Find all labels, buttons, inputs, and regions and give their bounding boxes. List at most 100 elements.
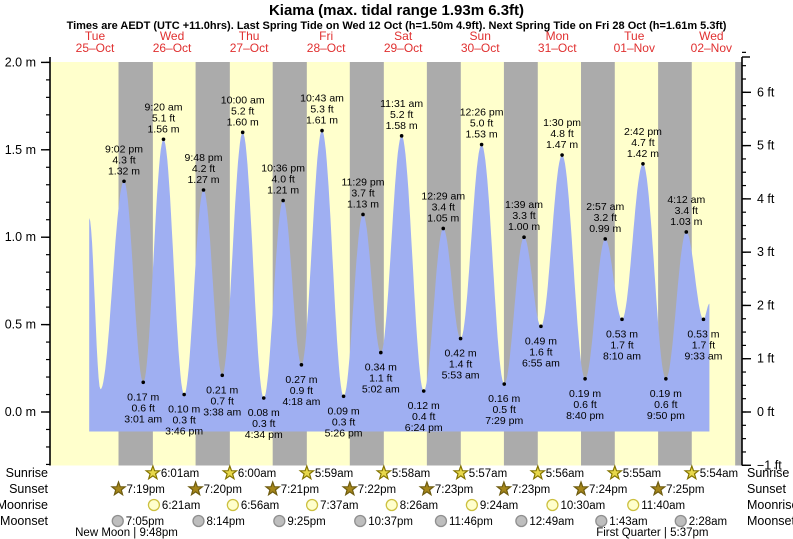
sunrise-icon	[144, 464, 162, 481]
tide-low-time-label: 4:34 pm	[245, 429, 283, 441]
moonrise-time-label: 6:56am	[241, 500, 279, 512]
tide-low-ft-label: 0.7 ft	[211, 395, 234, 407]
tide-low-dot	[182, 392, 186, 397]
moonset-icon	[515, 514, 528, 528]
tide-low-ft-label: 0.3 ft	[252, 418, 275, 430]
tide-high-m-label: 0.99 m	[589, 223, 621, 235]
tide-low-time-label: 3:38 am	[203, 406, 241, 418]
tide-high-m-label: 1.60 m	[227, 116, 259, 128]
moonset-time-label: 8:14pm	[206, 516, 244, 528]
moonrise-icon	[385, 498, 398, 512]
tide-high-dot	[603, 237, 608, 241]
tide-low-time-label: 6:55 am	[522, 357, 560, 369]
moonrise-time-label: 6:21am	[162, 500, 200, 512]
night-band	[735, 62, 742, 466]
y-axis-left-tick-label: 1.0 m	[5, 230, 36, 244]
sunrise-icon	[298, 464, 316, 481]
sunset-time-label: 7:23pm	[435, 484, 473, 496]
sunrise-icon	[529, 464, 547, 481]
y-axis-left-tick-label: 0.0 m	[5, 405, 36, 419]
tide-low-ft-label: 0.3 ft	[172, 415, 195, 427]
tide-high-ft-label: 4.8 ft	[550, 128, 573, 140]
sunset-time-label: 7:25pm	[666, 484, 704, 496]
moonrise-icon	[627, 498, 640, 512]
moonset-icon	[674, 514, 687, 528]
day-label-weekday: Tue	[85, 29, 106, 43]
y-axis-left-tick-label: 2.0 m	[5, 55, 36, 69]
day-label-weekday: Wed	[699, 29, 723, 43]
sunset-icon	[649, 480, 667, 497]
moonset-icon	[111, 514, 124, 528]
day-label-date: 01–Nov	[614, 41, 655, 55]
tide-high-ft-label: 5.3 ft	[310, 104, 333, 116]
chart-subtitle: Times are AEDT (UTC +11.0hrs). Last Spri…	[66, 20, 727, 32]
tide-low-time-label: 5:26 pm	[325, 427, 363, 439]
tide-low-m-label: 0.42 m	[445, 348, 477, 360]
tide-low-m-label: 0.17 m	[127, 391, 159, 403]
tide-high-dot	[399, 134, 404, 138]
tide-high-dot	[441, 226, 446, 231]
tide-high-ft-label: 5.1 ft	[152, 112, 175, 124]
moonset-icon	[434, 514, 448, 528]
moonset-icon	[273, 514, 286, 528]
y-axis-right-tick-label: 2 ft	[757, 298, 775, 312]
tide-low-m-label: 0.19 m	[650, 388, 682, 400]
tide-low-time-label: 8:40 pm	[566, 410, 604, 422]
tide-low-dot	[220, 373, 225, 378]
day-label-date: 29–Oct	[384, 41, 423, 55]
sunrise-icon	[606, 464, 624, 481]
tide-low-time-label: 9:33 am	[684, 350, 722, 362]
tide-high-m-label: 1.27 m	[187, 174, 219, 186]
tide-low-m-label: 0.12 m	[408, 400, 440, 412]
tide-low-m-label: 0.16 m	[488, 393, 520, 405]
tide-low-dot	[379, 350, 383, 355]
moonrise-icon	[226, 498, 239, 512]
tide-high-dot	[320, 128, 324, 133]
day-label-date: 25–Oct	[76, 41, 115, 55]
tide-high-m-label: 1.03 m	[670, 216, 702, 228]
y-axis-right-tick-label: 6 ft	[757, 85, 775, 99]
tide-high-time-label: 12:29 am	[421, 190, 465, 202]
tide-low-time-label: 5:53 am	[442, 370, 480, 382]
tide-low-m-label: 0.19 m	[569, 388, 601, 400]
sunrise-time-label: 5:57am	[469, 468, 507, 480]
tide-low-ft-label: 0.6 ft	[573, 399, 596, 411]
row-label-right-sunrise: Sunrise	[747, 466, 789, 480]
tide-low-dot	[583, 376, 587, 381]
sunset-icon	[187, 480, 204, 497]
moon-phase-label: First Quarter | 5:37pm	[596, 527, 708, 539]
moonset-time-label: 12:49am	[529, 516, 574, 528]
tide-low-time-label: 6:24 pm	[405, 422, 443, 434]
sunset-icon	[495, 480, 513, 497]
tide-low-m-label: 0.08 m	[248, 407, 280, 419]
day-label-date: 26–Oct	[153, 41, 192, 55]
tide-high-ft-label: 5.2 ft	[390, 109, 413, 121]
tide-low-dot	[261, 396, 266, 400]
tide-high-time-label: 12:26 pm	[460, 107, 504, 119]
day-label-date: 31–Oct	[538, 41, 577, 55]
tide-high-time-label: 10:00 am	[221, 94, 265, 106]
tide-low-dot	[299, 363, 304, 367]
tide-high-ft-label: 4.2 ft	[192, 163, 215, 175]
day-label-date: 02–Nov	[691, 41, 732, 55]
row-label-right-moonset: Moonset	[747, 514, 793, 528]
tide-high-dot	[560, 153, 564, 157]
tide-high-m-label: 1.42 m	[627, 148, 659, 160]
tide-high-ft-label: 3.4 ft	[675, 205, 698, 217]
tide-high-ft-label: 4.0 ft	[271, 173, 294, 185]
tide-low-dot	[421, 389, 426, 393]
sunrise-time-label: 5:55am	[623, 468, 661, 480]
tide-low-dot	[664, 376, 668, 381]
tide-low-ft-label: 0.4 ft	[412, 411, 435, 423]
tide-low-time-label: 8:10 am	[603, 350, 641, 362]
tide-low-ft-label: 1.6 ft	[529, 346, 552, 358]
day-label-weekday: Mon	[546, 29, 569, 43]
tide-low-m-label: 0.27 m	[285, 374, 317, 386]
tide-low-dot	[341, 394, 346, 399]
tide-high-dot	[122, 179, 126, 184]
y-axis-right-tick-label: 5 ft	[757, 139, 775, 153]
tide-high-dot	[201, 188, 206, 192]
tide-high-dot	[522, 235, 526, 239]
